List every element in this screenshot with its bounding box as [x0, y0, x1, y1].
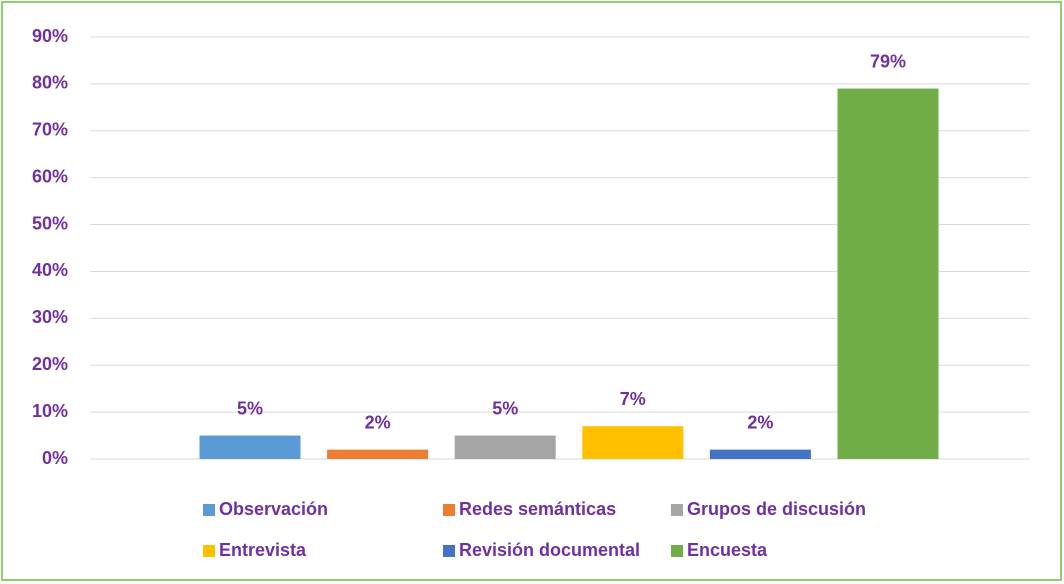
- bar: [582, 426, 684, 459]
- data-label: 2%: [747, 412, 773, 432]
- y-tick-label: 70%: [32, 120, 68, 140]
- legend-swatch: [203, 545, 215, 557]
- legend-swatch: [443, 545, 455, 557]
- y-tick-label: 10%: [32, 401, 68, 421]
- legend-swatch: [671, 545, 683, 557]
- legend-label: Redes semánticas: [459, 499, 616, 519]
- bar: [837, 88, 939, 460]
- legend-swatch: [443, 504, 455, 516]
- bar: [327, 449, 429, 459]
- legend-label: Entrevista: [219, 540, 307, 560]
- legend-label: Grupos de discusión: [687, 499, 866, 519]
- bar: [709, 449, 811, 459]
- data-label: 5%: [492, 398, 518, 418]
- bar: [199, 435, 301, 459]
- data-label: 5%: [237, 398, 263, 418]
- y-tick-label: 40%: [32, 260, 68, 280]
- y-tick-label: 90%: [32, 26, 68, 46]
- bar: [454, 435, 556, 459]
- y-tick-label: 0%: [42, 448, 68, 468]
- legend-label: Observación: [219, 499, 328, 519]
- data-label: 7%: [620, 389, 646, 409]
- data-label: 79%: [870, 51, 906, 71]
- legend-label: Encuesta: [687, 540, 768, 560]
- y-tick-label: 50%: [32, 213, 68, 233]
- legend-label: Revisión documental: [459, 540, 640, 560]
- legend-swatch: [203, 504, 215, 516]
- y-tick-label: 20%: [32, 354, 68, 374]
- y-tick-label: 80%: [32, 73, 68, 93]
- data-label: 2%: [365, 412, 391, 432]
- y-tick-label: 30%: [32, 307, 68, 327]
- y-tick-label: 60%: [32, 166, 68, 186]
- legend-swatch: [671, 504, 683, 516]
